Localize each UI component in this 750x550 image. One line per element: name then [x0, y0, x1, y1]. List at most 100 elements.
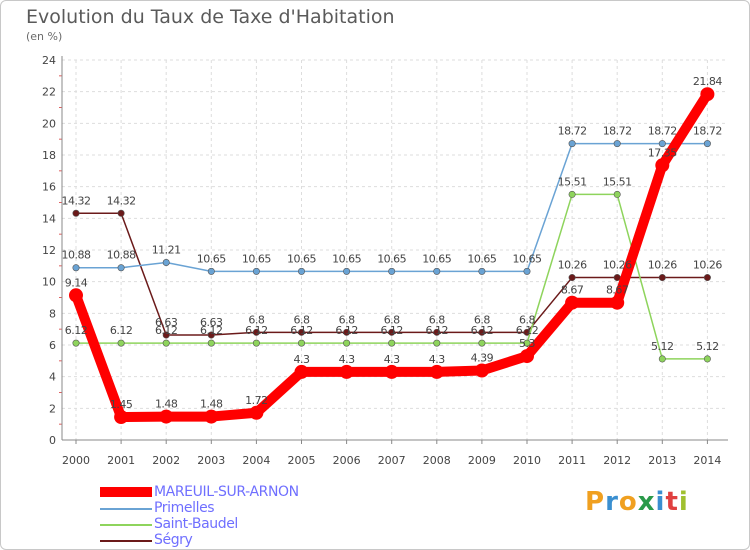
data-point [703, 355, 711, 363]
x-tick-label: 2001 [107, 454, 135, 467]
data-label: 6.12 [335, 324, 358, 337]
logo-letter: i [678, 487, 689, 517]
data-label: 4.3 [384, 353, 400, 366]
data-label: 6.12 [65, 324, 88, 337]
data-point [294, 364, 309, 379]
data-point [433, 267, 441, 275]
data-label: 4.3 [339, 353, 355, 366]
data-point [297, 339, 305, 347]
data-point [69, 288, 83, 303]
data-label: 4.3 [294, 353, 310, 366]
legend-item-primelles: Primelles [100, 500, 360, 516]
legend-label: Ségry [154, 532, 193, 548]
data-label: 1.72 [245, 394, 268, 407]
data-label: 10.26 [558, 259, 587, 272]
legend-item-mareuil: MAREUIL-SUR-ARNON [100, 484, 360, 500]
data-label: 6.8 [339, 313, 355, 326]
data-point [252, 328, 260, 336]
y-tick-label: 4 [49, 371, 56, 384]
y-tick-label: 0 [49, 434, 56, 447]
data-point [610, 295, 625, 310]
data-point [117, 339, 125, 347]
data-point [162, 339, 170, 347]
proxiti-logo: Proxiti [585, 487, 689, 517]
x-tick-label: 2007 [378, 454, 406, 467]
data-point [703, 140, 711, 148]
data-point [478, 339, 486, 347]
data-point [568, 140, 576, 148]
data-label: 15.51 [558, 175, 587, 188]
series-layer [69, 87, 715, 425]
logo-letter: t [665, 487, 679, 517]
y-tick-label: 6 [49, 339, 56, 352]
line-swatch-icon [100, 540, 152, 542]
data-label: 21.84 [693, 75, 722, 88]
y-tick-label: 22 [42, 86, 56, 99]
data-label: 6.12 [290, 324, 313, 337]
data-point [703, 274, 711, 282]
x-tick-label: 2006 [333, 454, 361, 467]
data-point [162, 331, 170, 339]
x-tick-label: 2002 [152, 454, 180, 467]
x-tick-label: 2005 [288, 454, 316, 467]
logo-letter: x [637, 487, 656, 517]
data-point [343, 267, 351, 275]
data-point [72, 264, 80, 272]
data-label: 10.65 [467, 252, 496, 265]
y-tick-label: 2 [49, 402, 56, 415]
data-point [204, 409, 219, 424]
y-tick-label: 8 [49, 307, 56, 320]
data-point [478, 267, 486, 275]
data-label: 6.12 [110, 324, 133, 337]
y-tick-label: 12 [42, 244, 56, 257]
data-point [388, 328, 396, 336]
data-label: 5.12 [696, 340, 719, 353]
data-label: 9.14 [65, 276, 88, 289]
data-point [655, 158, 670, 173]
data-point [433, 328, 441, 336]
x-tick-label: 2011 [558, 454, 586, 467]
logo-letter: r [605, 487, 619, 517]
data-label: 6.12 [155, 324, 178, 337]
data-point [343, 339, 351, 347]
data-point [72, 209, 80, 217]
data-point [613, 190, 621, 198]
data-point [388, 339, 396, 347]
legend-label: MAREUIL-SUR-ARNON [154, 484, 299, 500]
data-point [429, 364, 444, 379]
data-point [523, 339, 531, 347]
data-label: 10.88 [107, 249, 136, 262]
x-tick-label: 2010 [513, 454, 541, 467]
data-label: 10.26 [648, 259, 677, 272]
data-label: 10.65 [197, 252, 226, 265]
data-point [478, 328, 486, 336]
data-label: 6.8 [519, 313, 535, 326]
data-point [72, 339, 80, 347]
data-label: 10.26 [693, 259, 722, 272]
data-label: 6.8 [384, 313, 400, 326]
data-point [207, 339, 215, 347]
data-point [252, 339, 260, 347]
data-label: 8.67 [606, 284, 629, 297]
data-point [658, 140, 666, 148]
data-label: 18.72 [603, 125, 632, 138]
data-label: 6.8 [429, 313, 445, 326]
data-label: 6.63 [200, 316, 223, 329]
x-tick-label: 2004 [242, 454, 270, 467]
data-point [384, 364, 399, 379]
data-label: 11.21 [152, 244, 181, 257]
data-point [207, 267, 215, 275]
data-label: 6.12 [426, 324, 449, 337]
data-label: 10.26 [603, 259, 632, 272]
data-point [700, 87, 715, 102]
chart-subtitle: (en %) [26, 30, 63, 43]
data-point [613, 274, 621, 282]
data-point [114, 410, 129, 425]
label-layer: 14.32 14.32 6.63 6.63 6.8 6.8 6.8 6.8 6.8 6.8 6.8 1… [62, 75, 723, 411]
data-label: 18.72 [648, 125, 677, 138]
data-point [297, 328, 305, 336]
data-label: 6.8 [248, 313, 264, 326]
x-tick-label: 2000 [62, 454, 90, 467]
data-label: 6.8 [474, 313, 490, 326]
